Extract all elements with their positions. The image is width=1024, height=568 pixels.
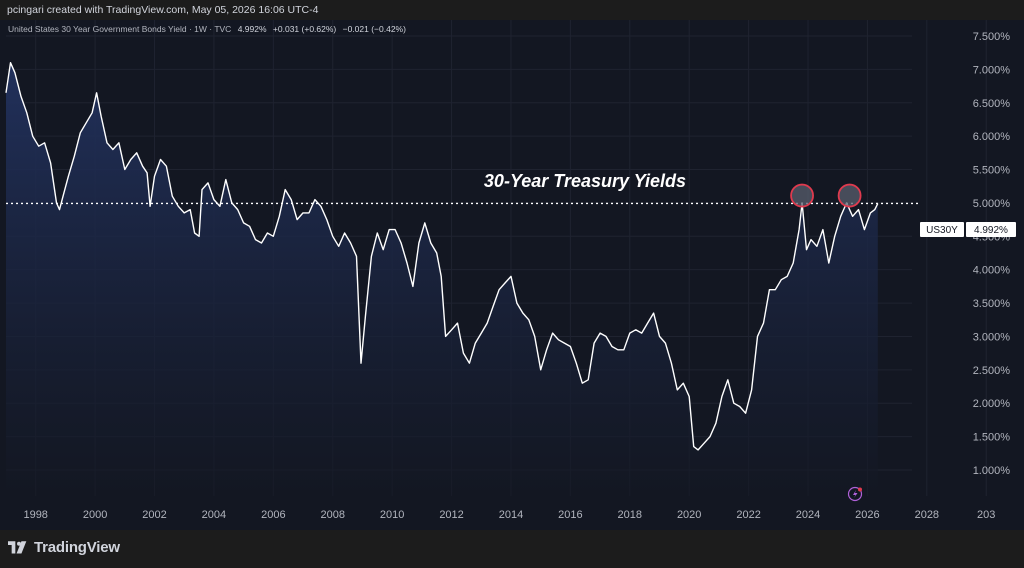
attribution-text: pcingari created with TradingView.com, M…	[7, 4, 319, 16]
y-tick-label: 1.500%	[973, 432, 1011, 444]
x-tick-label: 2020	[677, 509, 701, 521]
chart-title: 30-Year Treasury Yields	[484, 171, 686, 191]
y-tick-label: 1.000%	[973, 465, 1011, 477]
legend-change2: −0.021 (−0.42%)	[342, 24, 406, 34]
x-tick-label: 1998	[23, 509, 47, 521]
x-tick-label: 2018	[618, 509, 642, 521]
y-tick-label: 2.000%	[973, 398, 1011, 410]
y-tick-label: 3.500%	[973, 298, 1011, 310]
price-label-symbol: US30Y	[926, 225, 958, 236]
x-tick-label: 2022	[736, 509, 760, 521]
x-tick-label: 2012	[439, 509, 463, 521]
x-axis: 1998 2000 2002 2004 2006 2008 2010 2012 2014 2016…	[23, 509, 995, 521]
x-tick-label: 2016	[558, 509, 582, 521]
highlight-marker	[790, 183, 814, 208]
x-tick-label: 2002	[142, 509, 166, 521]
y-tick-label: 7.500%	[973, 31, 1011, 43]
price-label: US30Y 4.992%	[920, 222, 1016, 237]
brand-name: TradingView	[34, 539, 120, 556]
x-tick-label: 2006	[261, 509, 285, 521]
x-tick-label: 2010	[380, 509, 404, 521]
legend-change: +0.031 (+0.62%)	[272, 24, 337, 34]
flash-icon[interactable]	[847, 486, 863, 502]
series-line	[5, 62, 879, 451]
highlight-marker	[837, 183, 862, 208]
x-tick-label: 203	[977, 509, 995, 521]
area-fill	[6, 62, 878, 496]
y-tick-label: 3.000%	[973, 331, 1011, 343]
markers-layer	[790, 183, 862, 208]
price-label-value: 4.992%	[974, 225, 1008, 236]
chart-svg[interactable]: 7.500%7.000%6.500%6.000%5.500%5.000%4.50…	[0, 20, 1024, 530]
y-tick-label: 4.000%	[973, 265, 1011, 277]
x-tick-label: 2008	[321, 509, 345, 521]
y-tick-label: 2.500%	[973, 365, 1011, 377]
x-tick-label: 2004	[202, 509, 226, 521]
y-tick-label: 6.500%	[973, 98, 1011, 110]
legend-line: United States 30 Year Government Bonds Y…	[8, 24, 406, 34]
x-tick-label: 2014	[499, 509, 523, 521]
legend-last: 4.992%	[237, 24, 267, 34]
x-tick-label: 2024	[796, 509, 820, 521]
y-tick-label: 6.000%	[973, 131, 1011, 143]
tradingview-logo-icon	[8, 540, 27, 553]
x-tick-label: 2028	[915, 509, 939, 521]
y-tick-label: 5.500%	[973, 165, 1011, 177]
y-axis: 7.500%7.000%6.500%6.000%5.500%5.000%4.50…	[973, 31, 1011, 477]
legend-symbol-desc: United States 30 Year Government Bonds Y…	[8, 24, 232, 34]
y-tick-label: 5.000%	[973, 198, 1011, 210]
y-tick-label: 7.000%	[973, 64, 1011, 76]
tradingview-brand[interactable]: TradingView	[8, 539, 120, 556]
x-tick-label: 2000	[83, 509, 107, 521]
x-tick-label: 2026	[855, 509, 879, 521]
